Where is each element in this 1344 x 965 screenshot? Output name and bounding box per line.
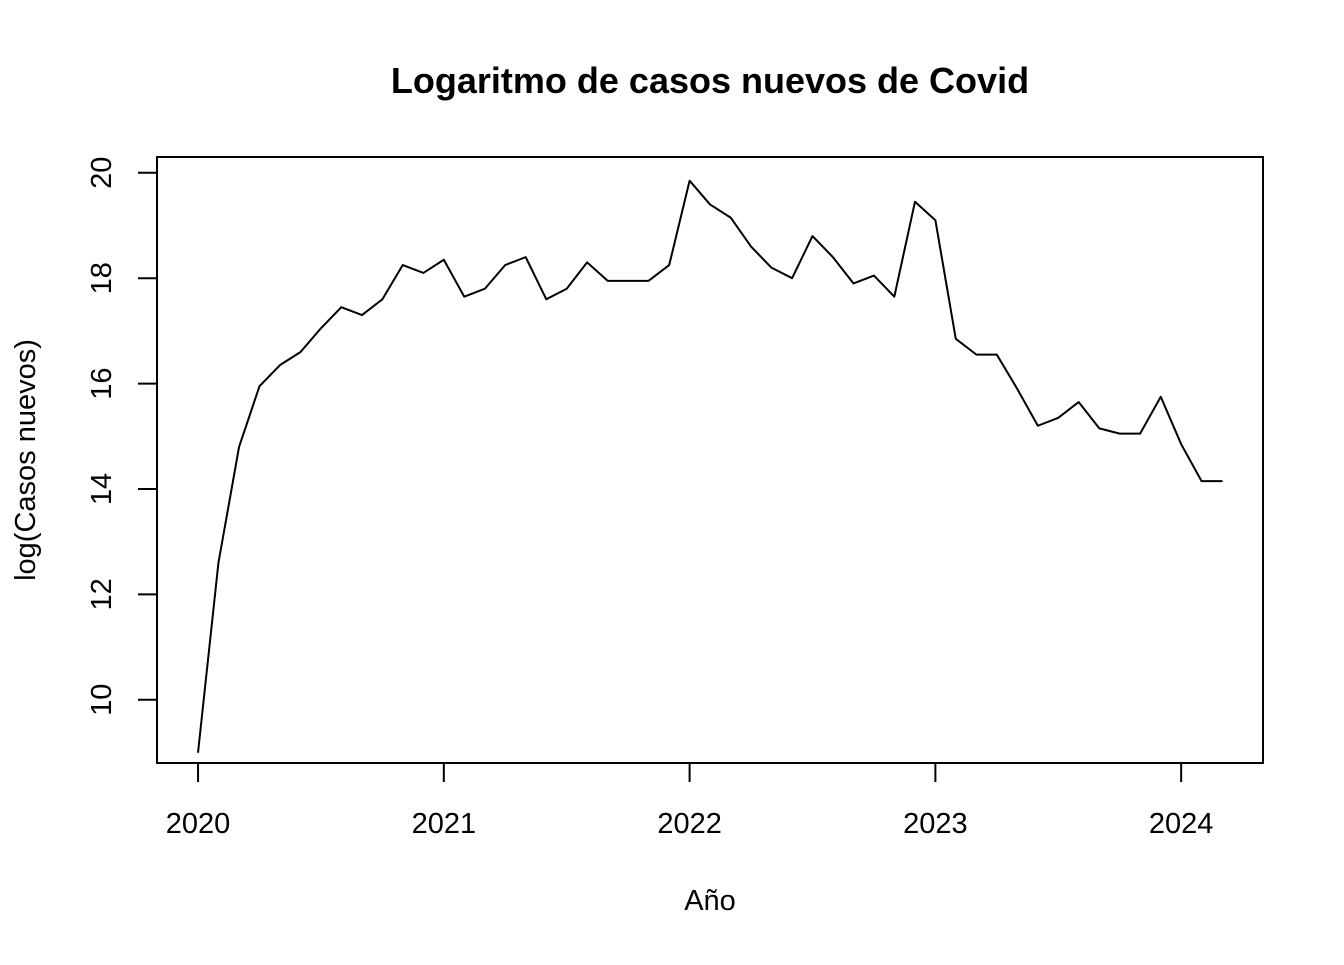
data-point xyxy=(340,306,342,308)
data-point xyxy=(504,264,506,266)
data-point xyxy=(955,338,957,340)
data-point xyxy=(607,280,609,282)
y-tick-label: 20 xyxy=(86,157,118,189)
data-point xyxy=(484,288,486,290)
data-point xyxy=(914,201,916,203)
data-point xyxy=(975,354,978,356)
data-point xyxy=(566,288,568,290)
data-point xyxy=(361,314,363,316)
data-point xyxy=(689,180,691,182)
x-tick-label: 2021 xyxy=(412,808,477,840)
data-point xyxy=(197,751,199,754)
data-point xyxy=(709,203,711,206)
y-tick-label: 12 xyxy=(86,578,118,610)
data-point xyxy=(1139,433,1141,435)
data-point xyxy=(770,267,773,269)
data-point xyxy=(1160,396,1162,398)
data-point xyxy=(545,298,547,300)
x-tick-label: 2024 xyxy=(1149,808,1214,840)
data-point xyxy=(1016,388,1018,390)
y-tick-label: 14 xyxy=(86,473,118,505)
data-point xyxy=(996,354,998,356)
data-point xyxy=(238,446,240,448)
data-point xyxy=(1221,480,1223,482)
data-point xyxy=(811,235,814,237)
data-point xyxy=(1037,425,1039,427)
data-point xyxy=(279,364,281,366)
x-tick-label: 2023 xyxy=(903,808,968,840)
data-point xyxy=(381,298,383,300)
data-point xyxy=(422,272,425,274)
data-point xyxy=(217,562,220,564)
data-point xyxy=(463,296,465,298)
data-point xyxy=(1119,433,1121,435)
data-point xyxy=(832,256,834,258)
x-tick-label: 2020 xyxy=(166,808,231,840)
x-axis: 2020 2021 2022 2023 2024 xyxy=(166,762,1214,840)
data-point xyxy=(934,219,936,221)
data-point xyxy=(443,259,445,261)
data-point xyxy=(299,351,302,353)
data-point xyxy=(1057,417,1059,419)
data-point xyxy=(627,280,629,282)
y-axis-label: log(Casos nuevos) xyxy=(10,339,42,581)
data-point xyxy=(1200,480,1203,482)
data-point xyxy=(750,245,752,248)
y-axis: 10 12 14 16 18 20 xyxy=(86,157,158,716)
data-point xyxy=(258,385,261,387)
data-point xyxy=(525,256,527,258)
data-point xyxy=(402,264,404,266)
data-point xyxy=(893,296,895,298)
y-tick-label: 16 xyxy=(86,367,118,399)
data-points xyxy=(197,180,1223,754)
data-point xyxy=(1078,401,1080,403)
x-axis-label: Año xyxy=(684,885,736,917)
data-point xyxy=(1098,427,1100,429)
y-tick-label: 10 xyxy=(86,684,118,716)
x-tick-label: 2022 xyxy=(657,808,722,840)
data-point xyxy=(852,282,855,285)
data-point xyxy=(730,217,732,219)
plot-frame xyxy=(156,156,1264,764)
y-tick-label: 18 xyxy=(86,262,118,294)
data-point xyxy=(668,264,670,266)
data-point xyxy=(586,261,588,263)
series-line xyxy=(197,179,1223,753)
data-point xyxy=(647,280,650,282)
chart-title: Logaritmo de casos nuevos de Covid xyxy=(391,60,1029,101)
data-point xyxy=(1180,443,1182,445)
data-point xyxy=(791,277,793,279)
data-point xyxy=(873,274,875,277)
data-point xyxy=(320,327,322,329)
